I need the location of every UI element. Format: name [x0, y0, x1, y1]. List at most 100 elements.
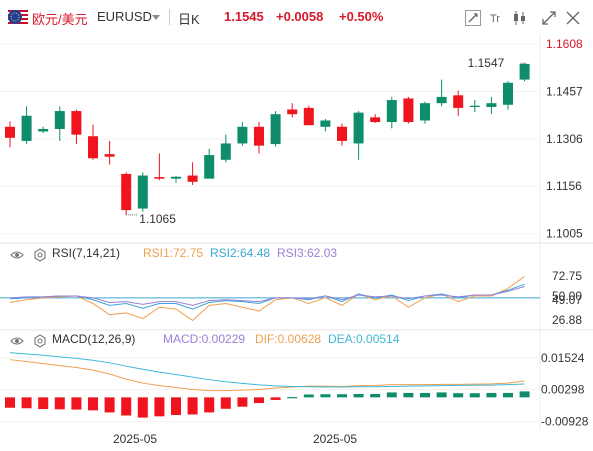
eye-icon[interactable]	[10, 334, 24, 348]
settings-gear-icon[interactable]	[33, 334, 47, 348]
last-price: 1.1545	[224, 9, 264, 24]
rsi2-legend: RSI2:64.48	[210, 246, 271, 260]
candle-body	[469, 105, 480, 107]
price-annotations: 1.1547 1.1065	[126, 56, 526, 226]
macd-histogram-bar	[220, 397, 231, 409]
price-tick-label: 1.1005	[546, 227, 583, 241]
macd-histogram-bar	[386, 392, 397, 398]
macd-series	[9, 352, 525, 392]
symbol-dropdown-icon[interactable]	[152, 15, 160, 20]
rsi-tick-label: 26.88	[552, 313, 582, 327]
price-change-percent: +0.50%	[339, 9, 384, 24]
candle-body	[303, 107, 314, 126]
price-tick-label: 1.1156	[546, 179, 582, 193]
dea-legend: DEA:0.00514	[328, 332, 400, 346]
macd-line-dif	[9, 359, 525, 392]
candle-body	[436, 96, 447, 104]
candle-body	[420, 103, 430, 121]
eye-icon[interactable]	[10, 248, 24, 262]
price-tick-label: 1.1608	[546, 37, 583, 51]
candle-body	[403, 98, 414, 123]
high-price-annotation: 1.1547	[468, 56, 505, 70]
candlestick-series	[5, 63, 530, 215]
candle-body	[137, 175, 148, 209]
macd-histogram-bar	[303, 394, 314, 398]
collapse-icon[interactable]	[541, 10, 557, 26]
candle-body	[486, 103, 497, 107]
macd-tick-label: 0.00298	[541, 383, 585, 397]
macd-histogram-bar	[353, 393, 364, 398]
macd-histogram-bar	[337, 394, 347, 398]
macd-histogram-bar	[71, 397, 82, 410]
candle-body	[104, 154, 115, 157]
svg-text:Tr: Tr	[490, 13, 500, 25]
macd-histogram-bar	[436, 392, 447, 398]
eu-us-flag-icon	[8, 10, 28, 24]
macd-grid	[0, 357, 540, 422]
rsi1-legend: RSI1:72.75	[143, 246, 204, 260]
period-selector[interactable]: 日K	[178, 12, 200, 27]
candle-body	[337, 126, 347, 141]
dif-legend: DIF:0.00628	[255, 332, 322, 346]
candle-body	[519, 63, 530, 80]
candle-body	[38, 128, 49, 132]
rsi-tick-label: 50.00	[552, 289, 582, 303]
macd-tick-label: -0.00928	[541, 414, 589, 428]
candle-body	[503, 82, 513, 105]
macd-histogram-bar	[486, 392, 497, 398]
macd-histogram-bar	[469, 393, 480, 398]
main-grid	[0, 43, 540, 235]
candle-body	[204, 155, 215, 179]
candle-body	[5, 126, 15, 138]
chart-header: 欧元/美元 EURUSD 日K 1.1545 +0.0058 +0.50% Tr	[0, 0, 593, 34]
macd-histogram-bar	[254, 397, 264, 404]
macd-histogram-bar	[21, 397, 32, 409]
macd-legend: MACD:0.00229	[163, 332, 246, 346]
candle-body	[270, 114, 281, 145]
macd-indicator-label[interactable]: MACD(12,26,9)	[52, 332, 136, 346]
rsi-series	[9, 275, 525, 322]
macd-histogram-bar	[237, 397, 248, 407]
macd-header: MACD(12,26,9) MACD:0.00229 DIF:0.00628 D…	[0, 332, 593, 350]
candle-body	[254, 126, 264, 146]
text-icon[interactable]: Tr	[489, 10, 505, 26]
candle-body	[187, 175, 198, 182]
settings-gear-icon[interactable]	[33, 248, 47, 262]
macd-histogram-bar	[320, 394, 331, 398]
macd-histogram-bar	[121, 397, 132, 416]
candle-body	[54, 111, 65, 129]
macd-histogram-bar	[403, 392, 414, 398]
macd-axis: 0.01524 0.00298 -0.00928	[541, 351, 589, 429]
expand-icon[interactable]	[565, 10, 581, 26]
rsi-tick-label: 72.75	[552, 269, 582, 283]
macd-histogram-bar	[270, 397, 281, 400]
x-tick-label: 2025-05	[113, 432, 157, 446]
pair-name: 欧元/美元	[32, 12, 88, 27]
price-axis: 1.1608 1.1457 1.1306 1.1156 1.1005	[546, 37, 583, 241]
candle-type-icon[interactable]	[512, 10, 528, 26]
macd-histogram	[5, 391, 530, 418]
candle-body	[453, 95, 464, 108]
macd-histogram-bar	[503, 392, 513, 398]
rsi3-legend: RSI3:62.03	[277, 246, 338, 260]
candle-body	[237, 126, 248, 144]
pair-code: EURUSD	[97, 9, 152, 24]
macd-line-dea	[9, 352, 525, 388]
candle-body	[220, 143, 231, 160]
rsi-line-rsi2	[9, 283, 525, 310]
candle-body	[88, 136, 98, 159]
rsi-header: RSI(7,14,21) RSI1:72.75 RSI2:64.48 RSI3:…	[0, 246, 593, 264]
macd-histogram-bar	[38, 397, 49, 410]
macd-histogram-bar	[5, 397, 15, 408]
rsi-indicator-label[interactable]: RSI(7,14,21)	[52, 246, 121, 260]
macd-histogram-bar	[187, 397, 198, 415]
macd-histogram-bar	[171, 397, 181, 416]
macd-histogram-bar	[420, 392, 430, 398]
price-tick-label: 1.1457	[546, 85, 583, 99]
candle-body	[21, 115, 32, 141]
crosshair-icon[interactable]	[465, 10, 481, 26]
macd-histogram-bar	[453, 393, 464, 398]
macd-tick-label: 0.01524	[541, 351, 585, 365]
macd-histogram-bar	[154, 397, 165, 417]
